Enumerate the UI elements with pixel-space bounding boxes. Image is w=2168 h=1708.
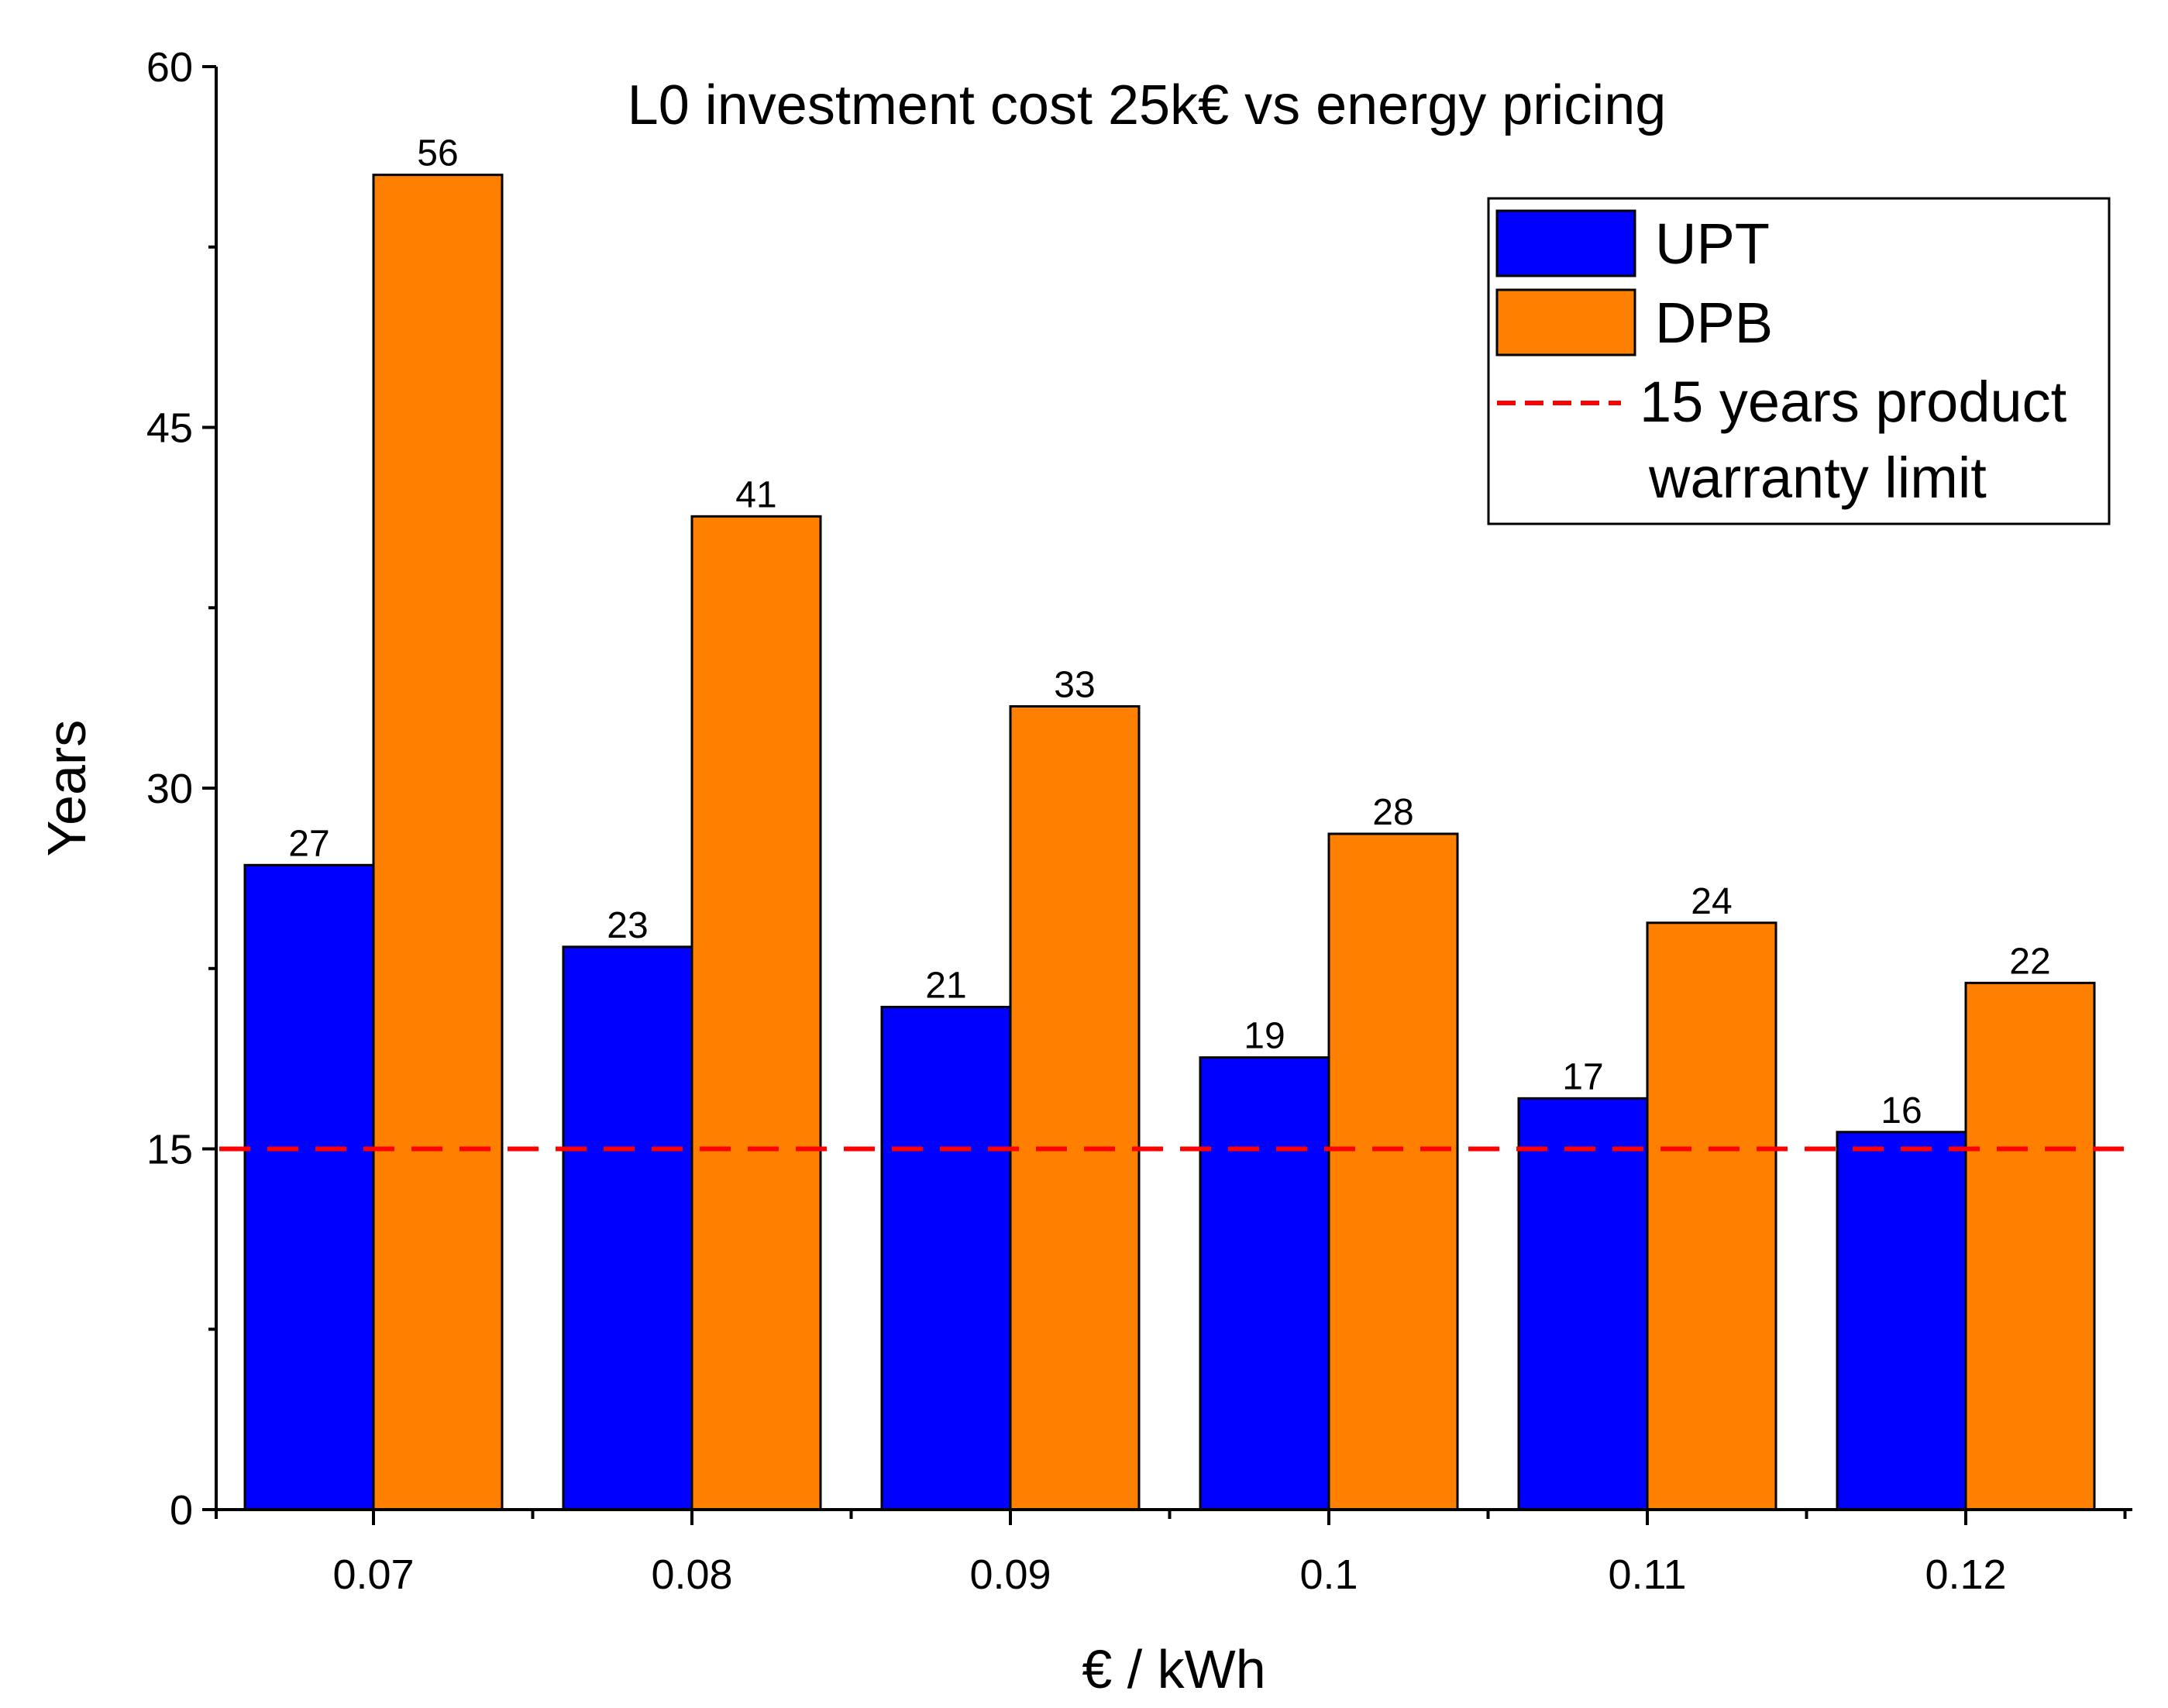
y-tick-label-30: 30 [146,766,193,812]
bar-upt-0.09 [880,1005,1012,1511]
bar-dpb-0.1 [1327,832,1459,1511]
data-label-dpb-0.1: 28 [1372,792,1413,833]
legend: UPT DPB 15 years product warranty limit [1487,197,2111,525]
data-label-upt-0.12: 16 [1881,1090,1922,1131]
x-tick-label-0.09: 0.09 [969,1551,1051,1598]
bar-dpb-0.07 [372,174,504,1511]
bar-dpb-0.11 [1646,921,1777,1511]
chart-title: L0 investment cost 25k€ vs energy pricin… [628,74,1667,136]
y-axis-title: Years [36,720,97,856]
data-label-upt-0.07: 27 [288,823,329,864]
bar-dpb-0.08 [690,515,822,1511]
data-label-upt-0.08: 23 [607,905,648,946]
data-label-dpb-0.12: 22 [2009,941,2050,982]
x-axis-title: € / kWh [1082,1639,1265,1699]
data-label-dpb-0.08: 41 [735,474,776,515]
x-tick-label-0.1: 0.1 [1299,1551,1358,1598]
bar-upt-0.08 [562,945,693,1511]
legend-swatch-upt [1495,209,1636,277]
data-labels-group: 27 23 21 19 17 16 56 41 33 28 24 22 [288,133,2050,1131]
y-tick-label-60: 60 [146,44,193,91]
legend-label-dpb: DPB [1655,291,1773,355]
bar-upt-0.1 [1199,1056,1330,1511]
y-tick-label-45: 45 [146,405,193,452]
y-tick-label-15: 15 [146,1127,193,1173]
x-tick-label-0.12: 0.12 [1925,1551,2006,1598]
data-label-dpb-0.11: 24 [1691,881,1732,922]
x-tick-label-0.08: 0.08 [651,1551,732,1598]
data-label-upt-0.11: 17 [1562,1056,1603,1097]
data-label-upt-0.09: 21 [925,965,966,1006]
bar-dpb-0.12 [1964,981,2096,1511]
data-label-dpb-0.07: 56 [417,133,458,174]
bar-upt-0.07 [243,863,375,1511]
bar-dpb-0.09 [1009,704,1141,1511]
data-label-dpb-0.09: 33 [1054,664,1095,705]
x-tick-label-0.11: 0.11 [1608,1551,1686,1598]
bar-upt-0.12 [1836,1131,1967,1511]
y-tick-label-0: 0 [170,1487,193,1534]
legend-swatch-dpb [1495,288,1636,356]
legend-label-reference-line-2: warranty limit [1648,446,1987,510]
x-ticks-group: 0.07 0.08 0.09 0.1 0.11 0.12 [215,1510,2127,1598]
bars-group [243,174,2096,1511]
x-tick-label-0.07: 0.07 [332,1551,414,1598]
legend-label-reference-line-1: 15 years product [1640,370,2067,434]
legend-label-upt: UPT [1655,212,1770,276]
y-ticks-group: 0 15 30 45 60 [146,44,216,1534]
bar-upt-0.11 [1517,1097,1649,1511]
data-label-upt-0.1: 19 [1244,1016,1285,1057]
